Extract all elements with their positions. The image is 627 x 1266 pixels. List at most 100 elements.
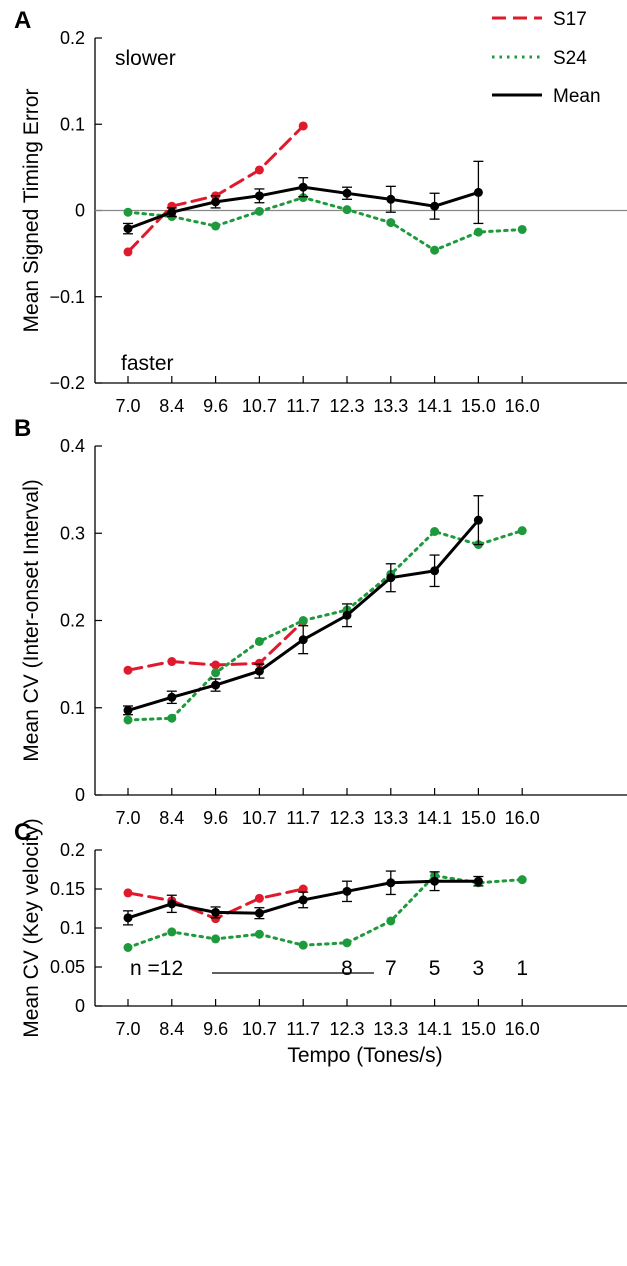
panel-a-x-tick-label: 16.0 [505, 396, 540, 416]
panel-c-n-label: 1 [516, 957, 528, 980]
panel-c-point-s17 [211, 914, 221, 924]
panel-a-series-s17 [123, 121, 308, 257]
panel-b-point-s17 [254, 658, 264, 668]
panel-c-point-s24 [517, 875, 527, 885]
panel-a-x-tick-label: 15.0 [461, 396, 496, 416]
panel-c-x-tick-label: 14.1 [417, 1019, 452, 1039]
panel-b-x-tick-label: 7.0 [115, 808, 140, 828]
panel-b-point-mean [386, 573, 396, 583]
panel-b-x-tick-label: 11.7 [286, 808, 320, 828]
panel-b-y-tick-label: 0.4 [60, 436, 85, 456]
panel-a-annotation-faster: faster [121, 352, 174, 375]
panel-c-point-mean [167, 899, 177, 909]
panel-c-y-axis-title: Mean CV (Key velocity) [20, 818, 43, 1037]
panel-b-point-s17 [211, 660, 221, 670]
panel-a-x-tick-label: 14.1 [417, 396, 452, 416]
panel-b-point-mean [211, 680, 221, 690]
panel-b-x-tick-label: 9.6 [203, 808, 228, 828]
panel-b-point-s24 [167, 713, 177, 723]
legend-label-mean: Mean [553, 86, 601, 107]
panel-a-y-axis-title: Mean Signed Timing Error [20, 89, 43, 333]
panel-b-y-tick-label: 0.3 [60, 523, 85, 543]
panel-b-point-mean [123, 705, 133, 715]
panel-b-x-tick-label: 10.7 [242, 808, 277, 828]
panel-a-point-mean [298, 182, 308, 192]
panel-a-y-tick-label: 0.1 [60, 114, 85, 134]
panel-a-point-mean [386, 194, 396, 204]
panel-c-point-s24 [386, 916, 396, 926]
panel-b-series-mean [123, 495, 484, 716]
panel-c-series-s24 [123, 871, 527, 952]
panel-b-y-tick-label: 0.2 [60, 611, 85, 631]
panel-c-n-label-prefix: n =12 [130, 957, 183, 980]
panel-c-point-s17 [123, 888, 133, 898]
legend: S17 S24 Mean [492, 9, 601, 107]
panel-c-line-s24 [126, 874, 524, 949]
panel-b-point-mean [430, 566, 440, 576]
panel-a-annotation-slower: slower [115, 47, 176, 70]
panel-b-x-tick-label: 8.4 [159, 808, 184, 828]
panel-a-series-mean [123, 160, 484, 235]
panel-b-x-tick-label: 12.3 [329, 808, 364, 828]
panel-c-point-mean [211, 907, 221, 917]
panel-c-x-tick-label: 10.7 [242, 1019, 277, 1039]
panel-b-y-tick-label: 0 [75, 785, 85, 805]
panel-a-point-s24 [473, 227, 483, 237]
panel-b-line-s24 [126, 529, 524, 722]
panel-a-label: A [14, 7, 31, 34]
panel-b-x-tick-label: 14.1 [417, 808, 452, 828]
panel-a-point-s24 [430, 245, 440, 255]
panel-c-point-s24 [342, 938, 352, 948]
panel-a-x-tick-label: 9.6 [203, 396, 228, 416]
panel-a-point-mean [342, 188, 352, 198]
panel-c-n-label: 8 [341, 957, 353, 980]
panel-a-x-tick-label: 7.0 [115, 396, 140, 416]
panel-b-point-s24 [254, 636, 264, 646]
panel-a-point-s17 [298, 121, 308, 131]
panel-b-label: B [14, 415, 31, 442]
panel-b-point-mean [167, 692, 177, 702]
panel-b-x-tick-label: 16.0 [505, 808, 540, 828]
legend-label-s24: S24 [553, 48, 587, 69]
panel-a-point-mean [430, 201, 440, 211]
panel-a-x-tick-label: 12.3 [329, 396, 364, 416]
panel-a-point-s24 [123, 207, 133, 217]
panel-c-x-tick-label: 16.0 [505, 1019, 540, 1039]
panel-b-point-s17 [167, 657, 177, 667]
panel-b-y-axis-title: Mean CV (Inter-onset Interval) [20, 479, 43, 761]
panel-c-point-mean [386, 878, 396, 888]
legend-label-s17: S17 [553, 9, 587, 30]
panel-c-x-tick-label: 13.3 [373, 1019, 408, 1039]
panel-c-x-tick-label: 15.0 [461, 1019, 496, 1039]
panel-a-point-s24 [254, 206, 264, 216]
panel-c-point-mean [254, 908, 264, 918]
panel-b-x-tick-label: 15.0 [461, 808, 496, 828]
panel-a-y-tick-label: 0 [75, 201, 85, 221]
panel-a-point-mean [167, 207, 177, 217]
panel-c-point-s17 [254, 893, 264, 903]
panel-c-y-tick-label: 0.15 [50, 879, 85, 899]
panel-c-point-s24 [167, 927, 177, 937]
panel-a-line-s24 [126, 196, 524, 252]
panel-b-point-mean [342, 610, 352, 620]
panel-c-y-tick-label: 0.1 [60, 918, 85, 938]
panel-c-point-s17 [298, 884, 308, 894]
panel-b-x-tick-label: 13.3 [373, 808, 408, 828]
panel-c-point-s24 [123, 943, 133, 952]
panel-c-n-label: 3 [473, 957, 485, 980]
panel-c-x-tick-label: 12.3 [329, 1019, 364, 1039]
panel-b-point-s24 [430, 527, 440, 537]
panel-a: 0.2 0.1 0 −0.1 −0.2 7.0 8.4 9.6 10.7 11.7 12.3 13.3… [14, 7, 627, 416]
panel-b-point-mean [254, 666, 264, 676]
panel-c-point-mean [473, 876, 483, 886]
panel-a-x-tick-label: 13.3 [373, 396, 408, 416]
panel-c-point-mean [342, 886, 352, 896]
panel-a-x-tick-label: 10.7 [242, 396, 277, 416]
panel-b-point-s17 [123, 665, 133, 675]
panel-c-label: C [14, 819, 31, 846]
panel-a-point-mean [473, 187, 483, 197]
panel-a-line-s17 [126, 124, 305, 254]
panel-c-y-tick-label: 0.05 [50, 957, 85, 977]
panel-c-point-mean [298, 895, 308, 905]
